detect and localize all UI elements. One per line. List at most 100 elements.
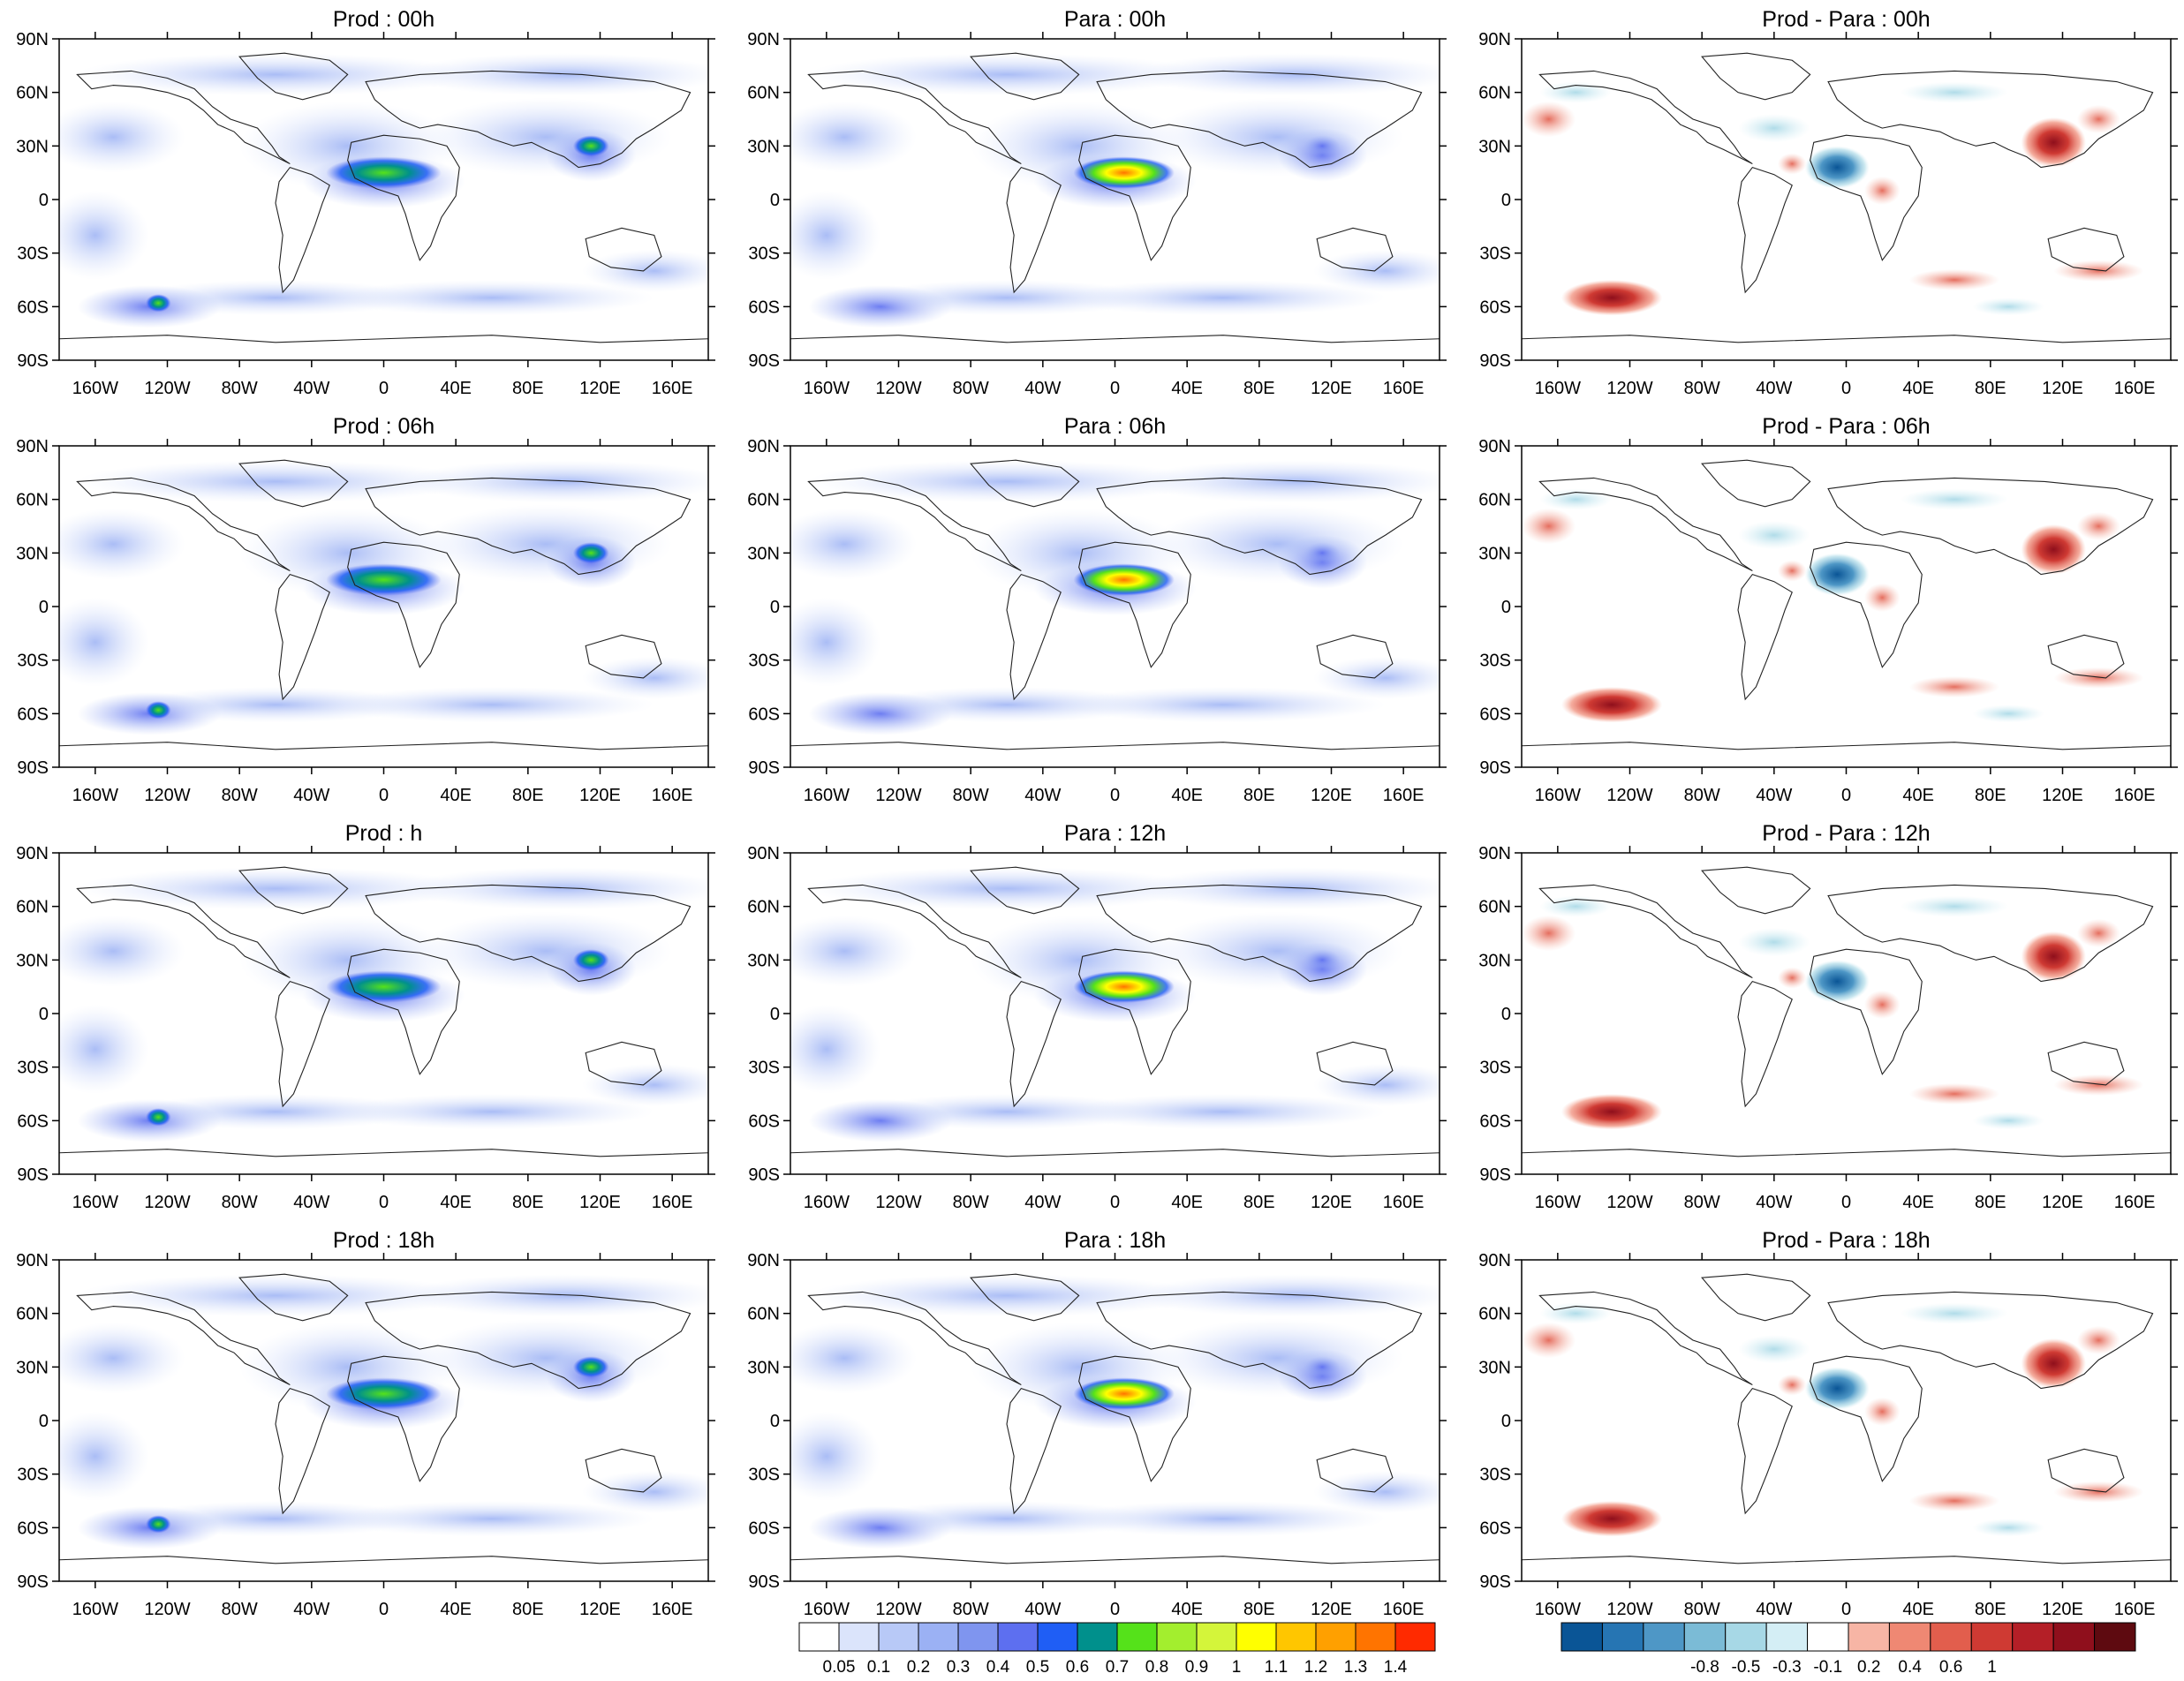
lon-tick-label: 40E (1902, 1600, 1934, 1619)
lon-tick-label: 120W (144, 1600, 190, 1619)
sahara-maximum (326, 970, 442, 1003)
lon-tick-label: 120E (1311, 1193, 1352, 1212)
lon-tick-label: 160E (652, 379, 693, 398)
lon-tick-label: 160W (72, 1193, 118, 1212)
lon-tick-label: 160W (72, 1600, 118, 1619)
lat-tick-label: 30S (748, 652, 780, 671)
lat-tick-label: 30S (17, 1466, 49, 1485)
lon-tick-label: 40W (1024, 786, 1061, 805)
lat-tick-label: 0 (39, 598, 49, 617)
south-pacific-maximum (146, 1515, 171, 1534)
lat-tick-label: 60S (17, 1519, 49, 1538)
map-panel: 90N 60N 30N 0 30S 60S 90S 160W 120W 80W 40W 0 40E 80E… (1478, 1228, 2178, 1619)
lat-tick-label: 60N (747, 1305, 780, 1324)
lon-tick-label: 120E (1311, 1600, 1352, 1619)
colorbar-swatch (1037, 1622, 1078, 1652)
panel-title: Para : 06h (1064, 414, 1166, 439)
panel-title: Prod : 18h (333, 1228, 435, 1253)
lon-tick-label: 80E (1243, 1193, 1275, 1212)
lat-tick-label: 30N (1478, 137, 1511, 156)
lat-tick-label: 60S (17, 705, 49, 724)
colorbar-swatch (1315, 1622, 1356, 1652)
colorbar-label: 0.05 (823, 1658, 856, 1677)
difference-shading (1522, 1302, 2144, 1537)
lat-tick-label: 90S (748, 1572, 780, 1592)
lat-tick-label: 0 (39, 191, 49, 210)
colorbar-swatch (1275, 1622, 1317, 1652)
lon-tick-label: 40E (440, 786, 472, 805)
lon-tick-label: 0 (1110, 379, 1120, 398)
map-panel: 90N 60N 30N 0 30S 60S 90S 160W 120W 80W 40W 0 40E 80E… (16, 7, 715, 398)
lon-tick-label: 80E (1975, 1193, 2006, 1212)
lat-tick-label: 90N (1478, 30, 1511, 49)
lon-tick-label: 160E (2114, 379, 2156, 398)
lon-tick-label: 80W (1684, 379, 1720, 398)
lon-tick-label: 160W (72, 379, 118, 398)
colorbar-label: 0.9 (1185, 1658, 1208, 1677)
lat-tick-label: 30S (748, 1059, 780, 1078)
map-panel: 90N 60N 30N 0 30S 60S 90S 160W 120W 80W 40W 0 40E 80E… (1478, 821, 2178, 1212)
lat-tick-label: 30N (1478, 951, 1511, 970)
colorbar-swatch (1355, 1622, 1396, 1652)
east-asia-maximum (572, 1356, 609, 1378)
lat-tick-label: 60N (747, 898, 780, 917)
colorbar-swatch (1394, 1622, 1436, 1652)
map-panel: 90N 60N 30N 0 30S 60S 90S 160W 120W 80W 40W 0 40E 80E… (16, 414, 715, 805)
lat-tick-label: 30N (747, 544, 780, 563)
lon-tick-label: 80W (953, 1193, 989, 1212)
lon-tick-label: 0 (379, 786, 389, 805)
lon-tick-label: 120W (875, 1193, 921, 1212)
colorbar-label: 1.4 (1384, 1658, 1408, 1677)
lon-tick-label: 80W (1684, 1600, 1720, 1619)
lat-tick-label: 90N (16, 30, 49, 49)
lat-tick-label: 60S (748, 1112, 780, 1131)
lat-tick-label: 60S (17, 298, 49, 317)
lat-tick-label: 0 (770, 1005, 780, 1024)
map-panel: 90N 60N 30N 0 30S 60S 90S 160W 120W 80W 40W 0 40E 80E… (1478, 414, 2178, 805)
lon-tick-label: 120W (1606, 1193, 1652, 1212)
lat-tick-label: 90S (1479, 1572, 1511, 1592)
lon-tick-label: 0 (379, 1193, 389, 1212)
panel-title: Prod - Para : 12h (1762, 821, 1930, 846)
lat-tick-label: 60N (16, 84, 49, 103)
lon-tick-label: 120E (2042, 379, 2083, 398)
lat-tick-label: 30N (1478, 1358, 1511, 1377)
lat-tick-label: 60N (16, 1305, 49, 1324)
colorbar-label: 1 (1987, 1658, 1997, 1677)
lon-tick-label: 40W (293, 1600, 329, 1619)
lon-tick-label: 80W (222, 379, 258, 398)
lat-tick-label: 30S (1479, 1466, 1511, 1485)
colorbar-label: -0.8 (1690, 1658, 1719, 1677)
lon-tick-label: 40E (1171, 1193, 1203, 1212)
lon-tick-label: 0 (379, 379, 389, 398)
colorbar-swatch (1683, 1622, 1727, 1652)
lat-tick-label: 90S (17, 758, 49, 778)
lat-tick-label: 90S (17, 351, 49, 371)
lat-tick-label: 0 (39, 1005, 49, 1024)
colorbar-label: 0.1 (867, 1658, 890, 1677)
colorbar-swatch (918, 1622, 959, 1652)
lon-tick-label: 80E (512, 1193, 544, 1212)
lat-tick-label: 30N (1478, 544, 1511, 563)
colorbar-label: 0.6 (1939, 1658, 1962, 1677)
lon-tick-label: 120E (1311, 379, 1352, 398)
lat-tick-label: 30N (16, 1358, 49, 1377)
lon-tick-label: 80W (1684, 1193, 1720, 1212)
colorbar-swatch (1807, 1622, 1849, 1652)
lon-tick-label: 40W (293, 1193, 329, 1212)
lat-tick-label: 90N (1478, 844, 1511, 863)
lon-tick-label: 40E (440, 379, 472, 398)
lon-tick-label: 160W (804, 786, 850, 805)
lon-tick-label: 120E (579, 379, 621, 398)
lon-tick-label: 0 (1110, 1193, 1120, 1212)
panel-title: Prod - Para : 00h (1762, 7, 1930, 32)
panel-title: Prod : 00h (333, 7, 435, 32)
colorbar-swatch (1601, 1622, 1644, 1652)
difference-colorbar: -0.8 -0.5 -0.3 -0.1 0.2 0.4 0.6 1 (1561, 1622, 2136, 1677)
lon-tick-label: 120E (579, 1600, 621, 1619)
lat-tick-label: 90S (1479, 758, 1511, 778)
colorbar-label: 1 (1232, 1658, 1242, 1677)
lon-tick-label: 120E (2042, 1600, 2083, 1619)
lat-tick-label: 30S (17, 652, 49, 671)
lat-tick-label: 90N (747, 30, 780, 49)
